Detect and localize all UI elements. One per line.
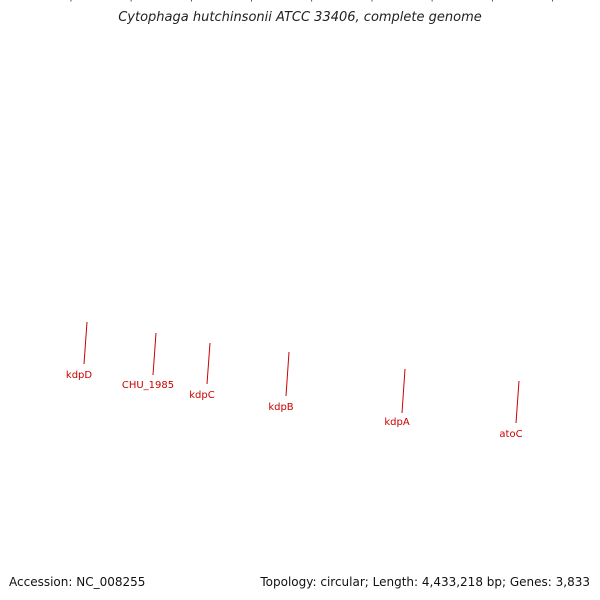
callout-line <box>206 342 211 385</box>
ruler-label: 2317 kbp <box>218 0 256 2</box>
genome-summary-text: Topology: circular; Length: 4,433,218 bp… <box>260 575 590 589</box>
gene-label-kdpD: kdpD <box>66 370 92 381</box>
ruler-label: 2313 kbp <box>459 0 497 2</box>
callout-line <box>83 321 88 365</box>
ruler-label: 2314 kbp <box>398 0 436 2</box>
accession-text: Accession: NC_008255 <box>9 575 146 589</box>
ruler-label: 2319 kbp <box>97 0 135 2</box>
gene-label-CHU_1985: CHU_1985 <box>122 380 174 391</box>
ruler-label: 2320 kbp <box>37 0 75 2</box>
ruler-label: 2315 kbp <box>338 0 376 2</box>
map-title: Cytophaga hutchinsonii ATCC 33406, compl… <box>118 10 482 25</box>
gene-label-kdpA: kdpA <box>384 417 409 428</box>
ruler-label: 2312 kbp <box>519 0 557 2</box>
ruler-label: 2318 kbp <box>158 0 196 2</box>
callout-line <box>515 380 520 424</box>
callout-line <box>401 368 406 414</box>
gene-label-atoC: atoC <box>499 429 522 440</box>
ruler-labels: 2320 kbp 2319 kbp 2318 kbp 2317 kbp 2316 kbp… <box>37 0 556 2</box>
callout-line <box>152 332 157 376</box>
gene-callouts: kdpD CHU_1985 kdpC kdpB kdpA atoC <box>66 321 523 440</box>
gene-label-kdpC: kdpC <box>189 390 214 401</box>
gene-label-kdpB: kdpB <box>268 402 293 413</box>
ruler-label: 2316 kbp <box>278 0 316 2</box>
callout-line <box>285 351 290 397</box>
